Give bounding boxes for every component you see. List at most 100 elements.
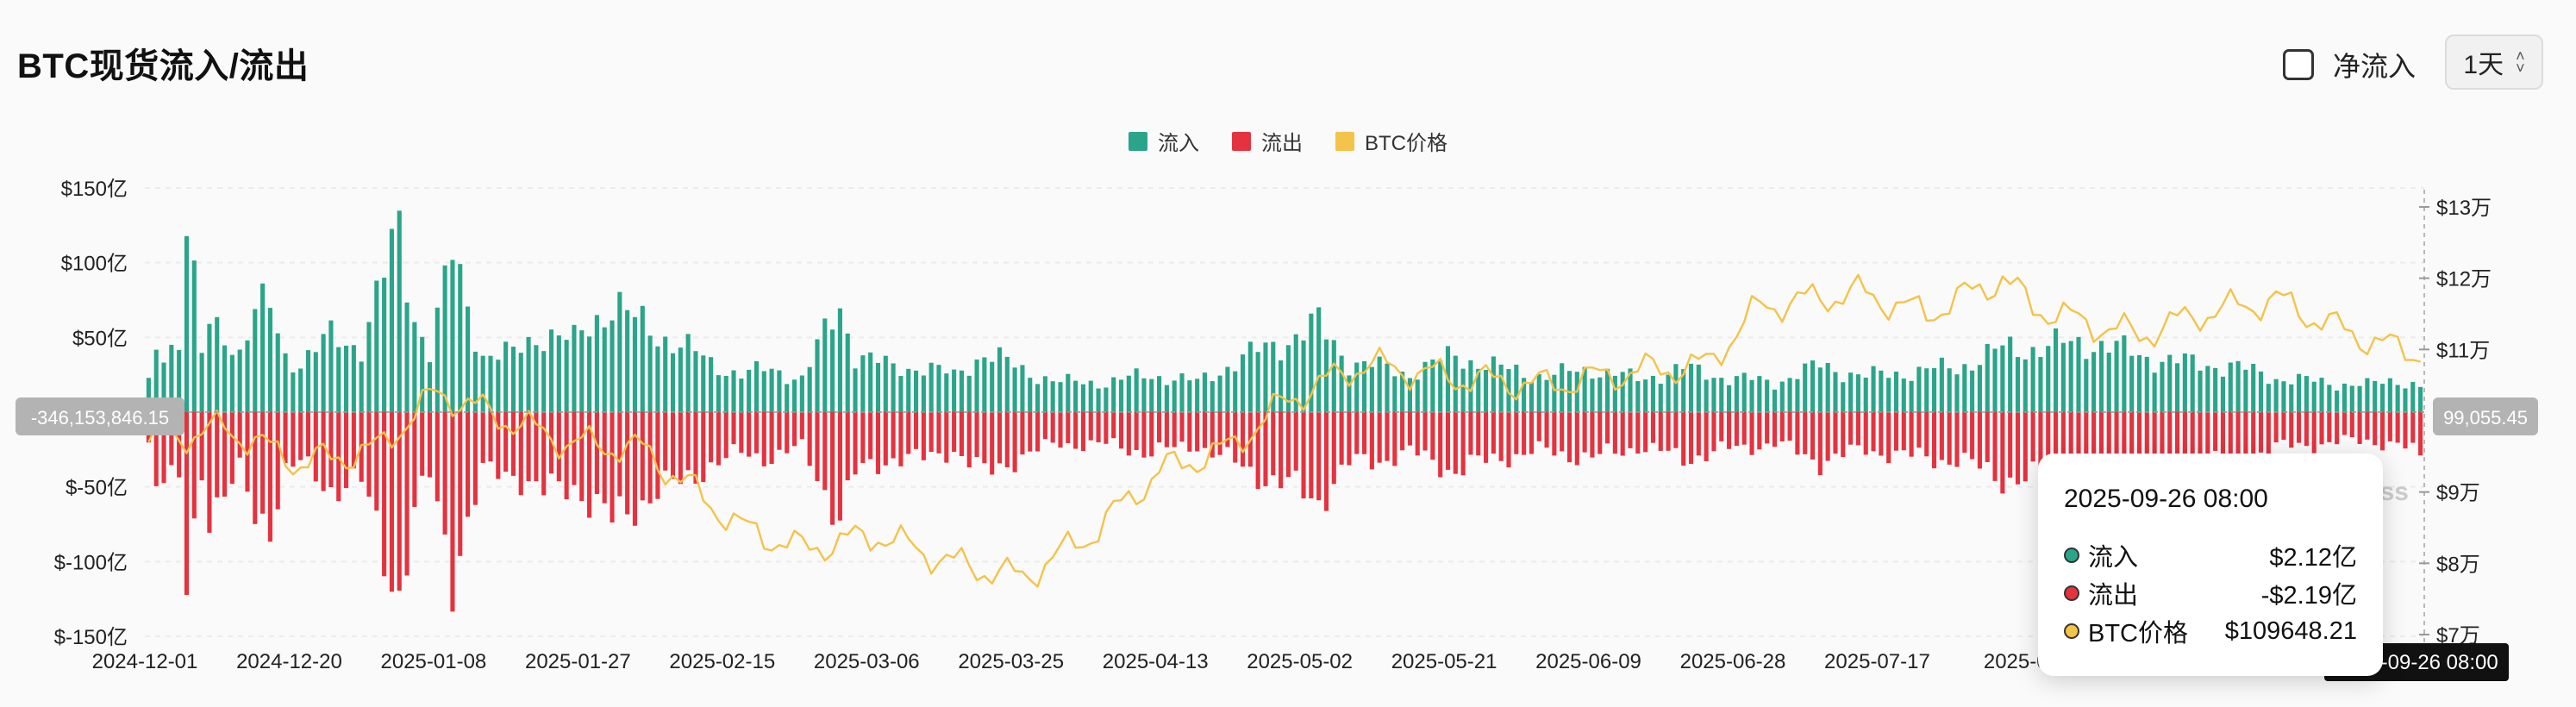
inflow-bar [366, 322, 372, 412]
inflow-bar [2190, 354, 2195, 412]
inflow-bar [572, 324, 577, 412]
inflow-bar [215, 316, 220, 412]
right-axis-tick-label: $8万 [2436, 553, 2480, 576]
inflow-bar [2311, 381, 2317, 412]
inflow-bar [1590, 379, 1595, 412]
outflow-bar [1719, 412, 1724, 441]
outflow-bar [1126, 412, 1131, 456]
inflow-bar [936, 365, 941, 412]
outflow-bar [1369, 412, 1374, 470]
outflow-bar [366, 412, 372, 497]
legend-item-outflow[interactable]: 流出 [1232, 126, 1303, 156]
outflow-bar [883, 412, 888, 466]
outflow-bar [982, 412, 987, 464]
outflow-bar [1460, 412, 1466, 476]
outflow-bar [2235, 412, 2241, 454]
outflow-bar [389, 412, 394, 592]
net-flow-checkbox[interactable] [2283, 49, 2314, 80]
inflow-bar [184, 235, 190, 412]
inflow-bar [2046, 346, 2051, 412]
inflow-bar [1741, 372, 1747, 412]
inflow-bar [1172, 380, 1177, 412]
outflow-bar [777, 412, 782, 450]
inflow-bar [655, 346, 660, 412]
inflow-bar [1544, 379, 1549, 412]
inflow-bar [503, 341, 509, 412]
inflow-bar [990, 361, 995, 412]
period-select[interactable]: 1天 ˄ ˅ [2445, 34, 2543, 90]
outflow-bar [868, 412, 873, 460]
inflow-bar [548, 329, 554, 412]
outflow-bar [1574, 412, 1579, 466]
outflow-bar [845, 412, 850, 481]
outflow-bar [1696, 412, 1701, 456]
inflow-bar [2053, 328, 2059, 412]
inflow-bar [1658, 384, 1663, 412]
inflow-bar [837, 308, 842, 412]
outflow-bar [2281, 412, 2286, 441]
outflow-bar [1476, 412, 1481, 456]
outflow-bar [1157, 412, 1162, 443]
legend-item-inflow[interactable]: 流入 [1129, 126, 1199, 156]
outflow-bar [1863, 412, 1868, 455]
x-axis-tick-label: 2025-07-17 [1824, 650, 1930, 673]
inflow-bar [2410, 381, 2416, 412]
legend-item-price[interactable]: BTC价格 [1335, 126, 1447, 156]
outflow-bar [215, 412, 220, 497]
outflow-bar [1073, 412, 1079, 449]
outflow-bar [2251, 412, 2256, 459]
x-axis-tick-label: 2025-05-21 [1391, 650, 1497, 673]
outflow-bar [564, 412, 569, 500]
inflow-bar [1483, 370, 1489, 412]
outflow-bar [2046, 412, 2051, 484]
inflow-bar [1734, 376, 1739, 412]
outflow-bar [291, 412, 296, 467]
outflow-bar [1810, 412, 1816, 460]
outflow-bar [1825, 412, 1830, 461]
outflow-bar [1947, 412, 1952, 465]
inflow-bar [860, 355, 866, 412]
inflow-bar [1415, 379, 1420, 412]
inflow-bar [1863, 377, 1868, 412]
outflow-bar [1727, 412, 1732, 449]
net-flow-toggle[interactable]: 净流入 [2283, 45, 2416, 84]
outflow-bar [2379, 412, 2385, 451]
inflow-bar [2098, 341, 2104, 412]
inflow-bar [761, 371, 766, 412]
legend-label-price: BTC价格 [1365, 132, 1447, 155]
watermark: ss [2380, 478, 2409, 506]
inflow-bar [2289, 384, 2294, 412]
inflow-bar [1536, 374, 1541, 412]
cursor-right-value: 99,055.45 [2443, 407, 2528, 429]
outflow-bar [1301, 412, 1306, 499]
inflow-bar [1111, 377, 1116, 412]
outflow-bar [1597, 412, 1603, 454]
inflow-bar [191, 260, 197, 412]
outflow-bar [1438, 412, 1443, 478]
inflow-bar [1552, 374, 1557, 412]
outflow-bar [2106, 412, 2111, 482]
inflow-bar [1453, 355, 1458, 412]
inflow-bar [875, 362, 881, 412]
inflow-bar [1088, 380, 1093, 412]
inflow-bar [1331, 340, 1336, 412]
outflow-bar [458, 412, 463, 556]
outflow-bar [678, 412, 683, 485]
outflow-bar [2403, 412, 2408, 449]
inflow-bar [587, 336, 592, 412]
outflow-bar [1552, 412, 1557, 456]
outflow-bar [450, 412, 455, 612]
outflow-bar [974, 412, 979, 458]
outflow-bar [2357, 412, 2362, 444]
outflow-bar [1491, 412, 1496, 454]
outflow-bar [283, 412, 288, 463]
inflow-bar [2106, 352, 2111, 412]
outflow-bar [184, 412, 190, 596]
inflow-bar [1498, 364, 1504, 412]
outflow-bar [1453, 412, 1458, 474]
outflow-bar [906, 412, 911, 454]
inflow-bar [1962, 364, 1967, 412]
inflow-bar [883, 355, 888, 412]
outflow-bar [921, 412, 926, 460]
x-axis-tick-label: 2025-06-09 [1535, 650, 1641, 673]
